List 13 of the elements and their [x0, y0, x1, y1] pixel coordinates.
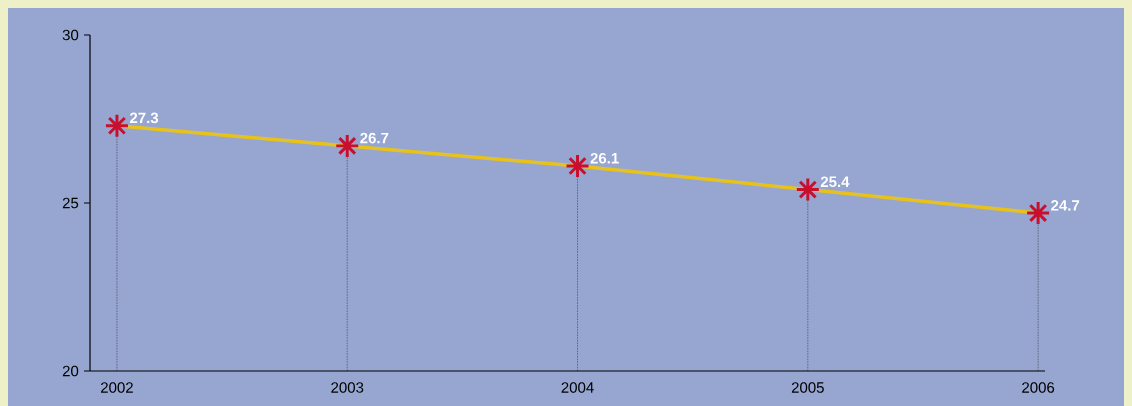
x-tick-label: 2004 [561, 382, 594, 393]
y-tick-label: 30 [62, 29, 79, 41]
data-label: 24.7 [1051, 200, 1080, 211]
data-label: 26.7 [360, 132, 389, 144]
x-tick-label: 2002 [101, 382, 133, 393]
y-tick-label: 25 [62, 197, 79, 209]
x-tick-label: 2003 [331, 382, 364, 393]
data-label: 27.3 [129, 112, 159, 124]
data-label: 26.1 [590, 152, 619, 164]
data-label: 25.4 [820, 176, 850, 188]
x-tick-label: 2006 [1022, 382, 1055, 393]
x-tick-label: 2005 [791, 382, 824, 393]
y-tick-label: 20 [62, 365, 79, 377]
